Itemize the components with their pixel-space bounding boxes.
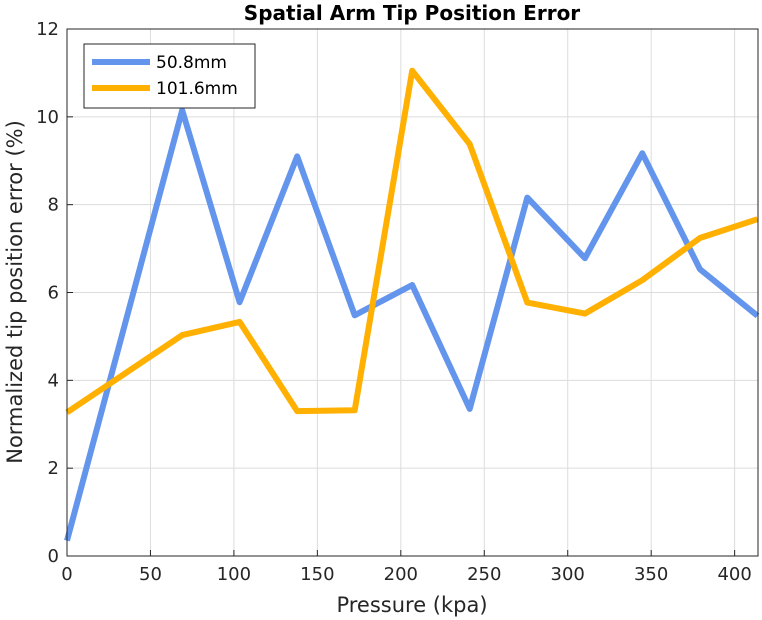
legend: 50.8mm 101.6mm	[83, 43, 256, 109]
x-tick-label: 350	[634, 564, 668, 585]
series-line-1	[65, 67, 759, 415]
x-tick-label: 250	[467, 564, 501, 585]
y-tick-label: 2	[48, 458, 59, 479]
x-tick-label: 100	[217, 564, 251, 585]
legend-entry-label: 50.8mm	[156, 53, 227, 73]
y-tick-label: 4	[48, 370, 59, 391]
x-tick-label: 300	[551, 564, 585, 585]
series-line-0	[64, 107, 760, 542]
legend-entry-label: 101.6mm	[156, 79, 238, 99]
x-axis-label: Pressure (kpa)	[336, 593, 487, 617]
y-tick-label: 6	[48, 283, 59, 304]
x-tick-label: 400	[717, 564, 751, 585]
chart-title: Spatial Arm Tip Position Error	[244, 1, 581, 25]
series-layer	[64, 67, 760, 542]
y-tick-label: 8	[48, 195, 59, 216]
y-tick-label: 0	[48, 546, 59, 567]
y-axis-label: Normalized tip position error (%)	[3, 120, 27, 464]
x-tick-label: 150	[300, 564, 334, 585]
legend-box	[83, 43, 256, 109]
x-tick-label: 50	[139, 564, 162, 585]
axis-ticks: 0 50 100 150 200 250 300 350 400 0 2 4 6 8 10 12	[36, 19, 752, 585]
y-tick-label: 12	[36, 19, 59, 40]
y-tick-label: 10	[36, 107, 59, 128]
x-tick-label: 200	[384, 564, 418, 585]
x-tick-label: 0	[61, 564, 72, 585]
